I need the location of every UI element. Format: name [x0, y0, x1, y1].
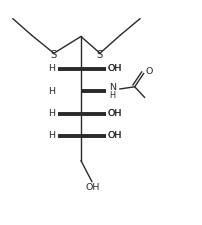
Text: OH: OH	[107, 64, 122, 73]
Text: H: H	[48, 64, 55, 73]
Text: OH: OH	[107, 109, 122, 118]
Text: S: S	[51, 50, 57, 61]
Text: H: H	[48, 87, 55, 96]
Text: OH: OH	[86, 183, 100, 192]
Text: OH: OH	[107, 109, 122, 118]
Text: N: N	[109, 83, 116, 92]
Text: H: H	[48, 109, 55, 118]
Text: OH: OH	[107, 64, 122, 73]
Text: S: S	[97, 50, 103, 61]
Text: H: H	[48, 131, 55, 140]
Text: O: O	[146, 67, 153, 76]
Text: H: H	[109, 91, 116, 100]
Text: OH: OH	[107, 131, 122, 140]
Text: OH: OH	[107, 131, 122, 140]
